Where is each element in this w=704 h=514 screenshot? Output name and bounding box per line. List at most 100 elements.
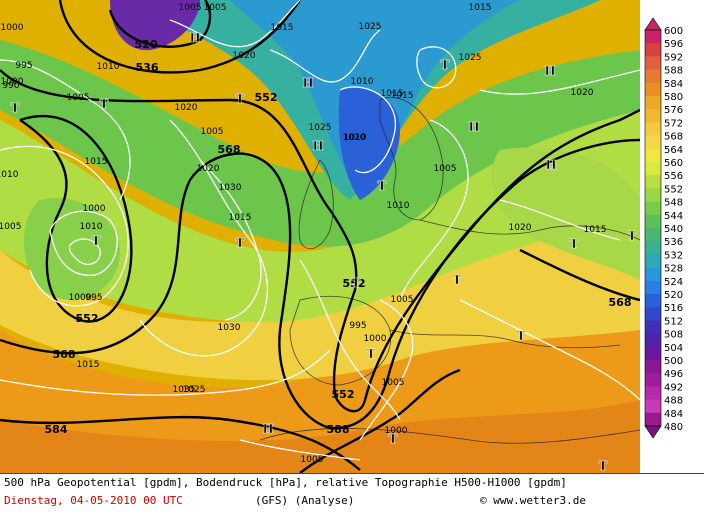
- low-pressure-marker: T: [367, 347, 376, 361]
- isobar-14: [479, 69, 640, 95]
- pressure-label: 1000: [364, 334, 387, 344]
- pressure-label: 1005: [67, 93, 90, 103]
- legend-swatch: [645, 307, 661, 321]
- pressure-label: 1025: [359, 22, 382, 32]
- field-lightgreen: [0, 100, 640, 323]
- geopot-552-low: [19, 114, 133, 323]
- legend-swatch: [645, 228, 661, 242]
- legend-value: 516: [664, 303, 683, 314]
- low-pressure-marker: T: [100, 97, 109, 111]
- legend-value: 592: [664, 52, 683, 63]
- pressure-label: 1005: [179, 3, 202, 13]
- high-pressure-marker: H: [262, 422, 273, 436]
- legend-swatch: [645, 241, 661, 255]
- legend-value: 508: [664, 330, 683, 341]
- pressure-label: 1035: [173, 385, 196, 395]
- legend-value: 580: [664, 92, 683, 103]
- color-legend: 600 596 592 588 584 580 576 572 568 564 560 556 552 5…: [640, 0, 704, 473]
- low-pressure-marker: T: [352, 276, 361, 290]
- high-pressure-marker: H: [189, 31, 200, 45]
- legend-value: 540: [664, 224, 683, 235]
- geopotential-label: 552: [255, 91, 278, 104]
- legend-value: 600: [664, 26, 683, 37]
- legend-bottom-arrow: [644, 425, 662, 439]
- pressure-label: 1005: [0, 222, 21, 232]
- legend-value: 548: [664, 198, 683, 209]
- isobar-12: [399, 119, 469, 301]
- pressure-label: 1020: [175, 103, 198, 113]
- isobar-9: [269, 29, 381, 83]
- pressure-label: 1000: [83, 204, 106, 214]
- pressure-label: 1010: [0, 170, 19, 180]
- isobar-8: [169, 0, 301, 48]
- pressure-label: 1005: [301, 455, 324, 465]
- legend-value: 564: [664, 145, 683, 156]
- isobar-5: [139, 119, 269, 357]
- field-green: [0, 40, 640, 247]
- high-pressure-marker: H: [545, 158, 556, 172]
- geopotential-label: 568: [218, 143, 241, 156]
- field-yellow: [0, 190, 640, 381]
- copyright-link[interactable]: © www.wetter3.de: [480, 494, 586, 507]
- isobar-3: [49, 210, 118, 276]
- legend-value: 556: [664, 171, 683, 182]
- isobar-17: [239, 439, 361, 461]
- pressure-label: 995: [349, 321, 366, 331]
- legend-value: 572: [664, 118, 683, 129]
- legend-value: 480: [664, 422, 683, 433]
- legend-value: 588: [664, 66, 683, 77]
- legend-value: 560: [664, 158, 683, 169]
- geopot-568-east: [519, 248, 640, 302]
- legend-swatch: [645, 82, 661, 97]
- field-deep-orange: [0, 400, 640, 473]
- high-pressure-marker: H: [312, 139, 323, 153]
- legend-swatch: [645, 346, 661, 361]
- geopotential-label: 536: [136, 61, 159, 74]
- pressure-label: 1015: [584, 225, 607, 235]
- legend-value: 484: [664, 409, 683, 420]
- pressure-label: 1020: [233, 51, 256, 61]
- legend-swatch: [645, 175, 661, 189]
- legend-value: 504: [664, 343, 683, 354]
- low-pressure-marker: T: [441, 58, 450, 72]
- legend-outline: [644, 29, 662, 427]
- legend-swatch: [645, 320, 661, 335]
- low-pressure-marker: T: [453, 273, 462, 287]
- legend-value: 512: [664, 316, 683, 327]
- chart-description: 500 hPa Geopotential [gpdm], Bodendruck …: [4, 476, 567, 489]
- footer: 500 hPa Geopotential [gpdm], Bodendruck …: [0, 473, 704, 514]
- geopot-568: [0, 138, 640, 430]
- pressure-label: 1015: [229, 213, 252, 223]
- high-pressure-marker: H: [544, 64, 555, 78]
- pressure-label: 1000: [1, 23, 24, 33]
- legend-swatch: [645, 254, 661, 269]
- low-pressure-marker: T: [92, 234, 101, 248]
- isobar-16: [359, 299, 414, 441]
- isobar-1: [0, 59, 131, 201]
- pressure-label: 1020: [571, 88, 594, 98]
- legend-swatch: [645, 69, 661, 84]
- low-pressure-marker: T: [517, 329, 526, 343]
- pressure-label: 1020: [197, 164, 220, 174]
- legend-swatch: [645, 188, 661, 203]
- pressure-label: 1015: [391, 91, 414, 101]
- low-pressure-marker: T: [628, 229, 637, 243]
- legend-value: 532: [664, 250, 683, 261]
- weather-map: 520 536 552 568 552 552 568 552 584 588 568 1000 100…: [0, 0, 640, 473]
- legend-value: 488: [664, 396, 683, 407]
- legend-swatch: [645, 148, 661, 163]
- pressure-label: 1015: [381, 89, 404, 99]
- legend-swatch: [645, 162, 661, 176]
- legend-swatch: [645, 122, 661, 137]
- high-pressure-marker: H: [468, 120, 479, 134]
- legend-swatch: [645, 360, 661, 374]
- pressure-label: 1000: [69, 293, 92, 303]
- low-pressure-marker: T: [570, 237, 579, 251]
- legend-value: 524: [664, 277, 683, 288]
- legend-swatch: [645, 267, 661, 282]
- geopotential-label: 568: [53, 348, 76, 361]
- coast-continent: [419, 219, 640, 241]
- legend-swatch: [645, 56, 661, 71]
- pressure-label: 1020: [343, 133, 366, 143]
- geopotential-label: 552: [343, 277, 366, 290]
